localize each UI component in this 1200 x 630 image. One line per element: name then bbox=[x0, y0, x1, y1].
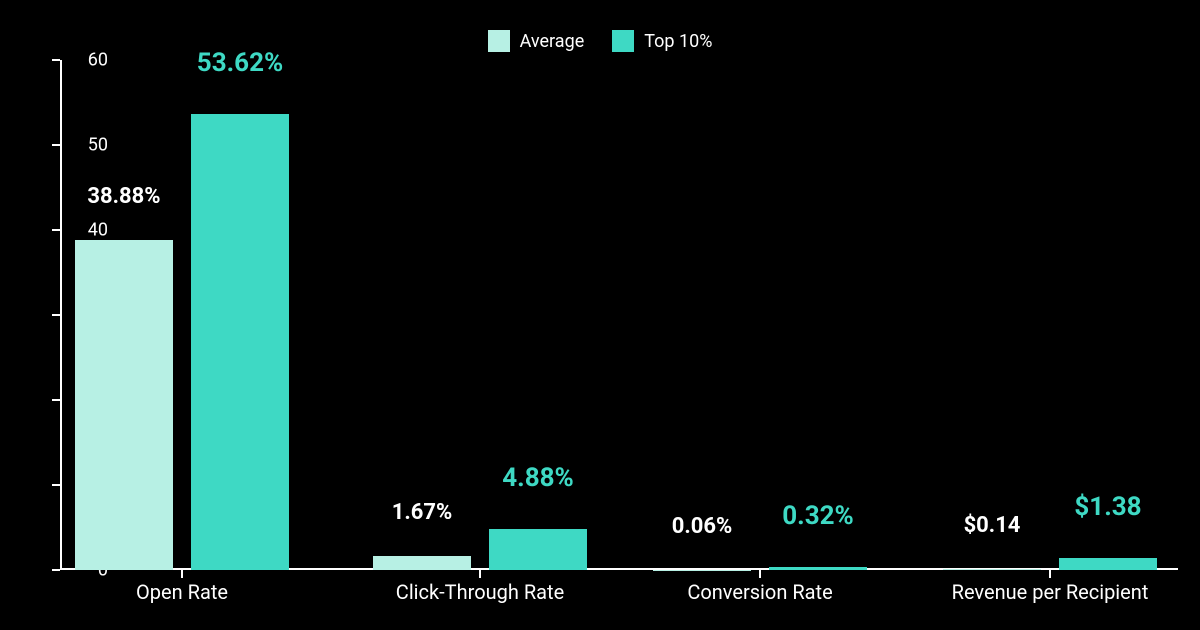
legend-swatch-average bbox=[488, 30, 510, 52]
bar bbox=[489, 529, 587, 570]
bar bbox=[1059, 558, 1157, 570]
y-tick bbox=[52, 229, 60, 231]
bar-value-label: $1.38 bbox=[1074, 492, 1141, 522]
plot-area: 010203040506038.88%53.62%Open Rate1.67%4… bbox=[60, 60, 1180, 570]
x-tick bbox=[759, 570, 761, 578]
legend-swatch-top10 bbox=[612, 30, 634, 52]
x-tick bbox=[181, 570, 183, 578]
bar bbox=[191, 114, 289, 570]
bar-value-label: 38.88% bbox=[87, 184, 160, 209]
bar-value-label: 53.62% bbox=[197, 48, 283, 78]
bar bbox=[373, 556, 471, 570]
bar-chart: Average Top 10% 010203040506038.88%53.62… bbox=[0, 0, 1200, 630]
category-label: Conversion Rate bbox=[687, 580, 832, 604]
category-label: Revenue per Recipient bbox=[952, 580, 1149, 604]
y-tick bbox=[52, 484, 60, 486]
y-tick bbox=[52, 569, 60, 571]
y-tick-label: 40 bbox=[60, 220, 108, 241]
y-tick bbox=[52, 59, 60, 61]
bar-value-label: 1.67% bbox=[392, 500, 453, 525]
bar-value-label: 4.88% bbox=[502, 463, 574, 493]
legend: Average Top 10% bbox=[0, 30, 1200, 52]
category-label: Click-Through Rate bbox=[396, 580, 564, 604]
y-tick-label: 50 bbox=[60, 135, 108, 156]
legend-label-top10: Top 10% bbox=[644, 31, 712, 52]
y-tick bbox=[52, 399, 60, 401]
bar-value-label: 0.32% bbox=[782, 501, 854, 531]
bar-value-label: $0.14 bbox=[964, 513, 1021, 538]
category-label: Open Rate bbox=[136, 580, 228, 604]
y-tick-label: 60 bbox=[60, 50, 108, 71]
bar bbox=[75, 240, 173, 570]
y-tick bbox=[52, 144, 60, 146]
x-tick bbox=[1049, 570, 1051, 578]
bar bbox=[653, 570, 751, 571]
bar bbox=[769, 567, 867, 570]
x-tick bbox=[479, 570, 481, 578]
y-tick bbox=[52, 314, 60, 316]
legend-label-average: Average bbox=[520, 31, 585, 52]
bar bbox=[943, 569, 1041, 570]
bar-value-label: 0.06% bbox=[672, 514, 733, 539]
legend-item-average: Average bbox=[488, 30, 585, 52]
legend-item-top10: Top 10% bbox=[612, 30, 712, 52]
